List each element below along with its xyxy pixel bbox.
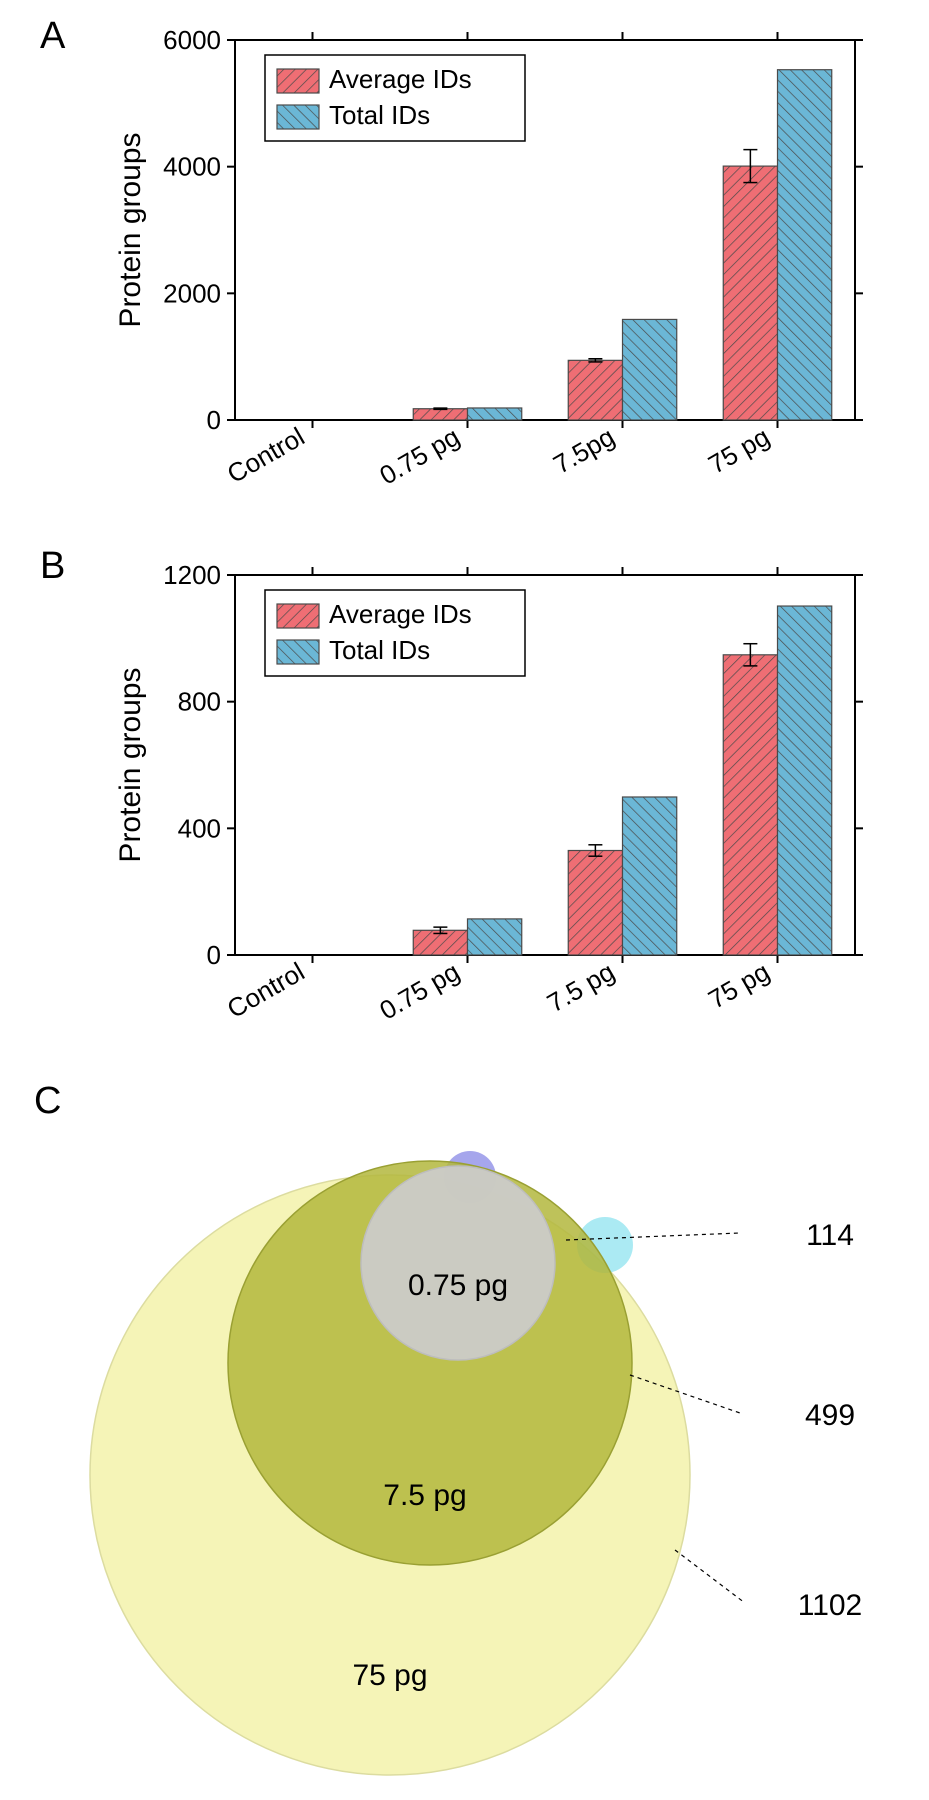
venn-diagram: 0.75 pg 7.5 pg 75 pg 114 499 1102 xyxy=(50,1095,890,1785)
svg-text:0.75 pg: 0.75 pg xyxy=(408,1269,508,1302)
svg-text:499: 499 xyxy=(805,1399,855,1432)
svg-text:114: 114 xyxy=(806,1219,854,1252)
svg-text:4000: 4000 xyxy=(163,152,221,182)
svg-text:Protein groups: Protein groups xyxy=(114,132,147,327)
svg-text:1102: 1102 xyxy=(798,1589,863,1622)
bar-chart-B: 0 400 800 1200 Control 0.75 pg 7.5 pg 75 pg Prot… xyxy=(95,555,885,1075)
svg-text:Control: Control xyxy=(222,956,310,1024)
svg-text:800: 800 xyxy=(178,687,221,717)
svg-text:75 pg: 75 pg xyxy=(352,1659,427,1692)
svg-text:7.5pg: 7.5pg xyxy=(548,421,619,480)
svg-text:0: 0 xyxy=(207,405,221,435)
svg-text:Average IDs: Average IDs xyxy=(329,599,472,629)
panel-label-text: A xyxy=(40,15,65,57)
svg-text:7.5 pg: 7.5 pg xyxy=(383,1479,466,1512)
svg-text:Protein groups: Protein groups xyxy=(114,667,147,862)
bar-chart-A: 0 2000 4000 6000 Control 0.75 pg 7.5pg 75 pg Pro… xyxy=(95,20,885,540)
svg-text:75 pg: 75 pg xyxy=(703,956,774,1015)
svg-text:1200: 1200 xyxy=(163,560,221,590)
svg-text:Total IDs: Total IDs xyxy=(329,100,430,130)
panel-label-text: B xyxy=(40,545,65,587)
svg-text:6000: 6000 xyxy=(163,25,221,55)
svg-text:Average IDs: Average IDs xyxy=(329,64,472,94)
svg-text:2000: 2000 xyxy=(163,278,221,308)
svg-text:0.75 pg: 0.75 pg xyxy=(374,956,464,1025)
panel-label-b: B xyxy=(40,545,65,588)
svg-text:400: 400 xyxy=(178,813,221,843)
svg-text:0.75 pg: 0.75 pg xyxy=(374,421,464,490)
svg-text:Total IDs: Total IDs xyxy=(329,635,430,665)
svg-text:0: 0 xyxy=(207,940,221,970)
svg-text:75 pg: 75 pg xyxy=(703,421,774,480)
svg-text:7.5 pg: 7.5 pg xyxy=(542,956,620,1018)
svg-text:Control: Control xyxy=(222,421,310,489)
panel-label-a: A xyxy=(40,15,65,58)
